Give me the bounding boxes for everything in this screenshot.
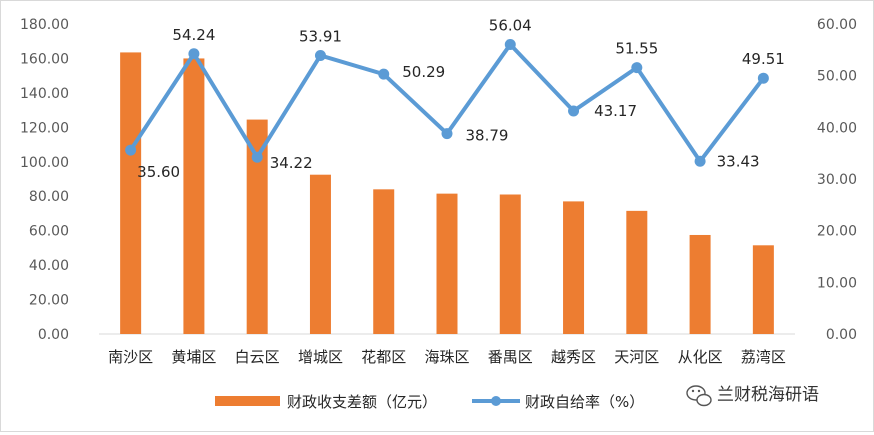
- bar: [626, 210, 648, 334]
- data-label: 54.24: [172, 26, 215, 44]
- y-left-tick-label: 180.00: [20, 17, 69, 33]
- y-left-tick-label: 160.00: [20, 51, 69, 67]
- x-tick-label: 荔湾区: [741, 348, 786, 366]
- bar: [563, 201, 585, 334]
- bar: [373, 189, 395, 334]
- data-label: 51.55: [615, 40, 658, 58]
- bar: [499, 194, 521, 334]
- wechat-icon: [686, 385, 712, 407]
- data-label: 38.79: [466, 127, 509, 145]
- x-tick-label: 增城区: [298, 348, 343, 366]
- x-tick-label: 越秀区: [551, 348, 596, 366]
- legend-swatch-marker: [491, 396, 501, 406]
- y-right-tick-label: 10.00: [817, 275, 857, 291]
- line-point: [631, 62, 643, 74]
- y-left-tick-label: 140.00: [20, 86, 69, 102]
- line-point: [441, 128, 453, 140]
- x-tick-label: 花都区: [361, 348, 406, 366]
- x-tick-label: 天河区: [614, 348, 659, 366]
- x-tick-label: 白云区: [235, 348, 280, 366]
- y-right-tick-label: 0.00: [826, 327, 857, 343]
- line-point: [251, 151, 263, 163]
- line-point: [757, 72, 769, 84]
- x-tick-label: 从化区: [678, 348, 723, 366]
- watermark-text: 兰财税海研语: [717, 385, 819, 405]
- y-right-tick-label: 40.00: [817, 120, 857, 136]
- legend-label-line: 财政自给率（%）: [525, 393, 644, 411]
- x-tick-label: 番禺区: [488, 348, 533, 366]
- y-right-tick-label: 50.00: [817, 69, 857, 85]
- line-point: [125, 144, 137, 156]
- y-left-tick-label: 20.00: [29, 293, 69, 309]
- x-tick-label: 海珠区: [424, 348, 469, 366]
- line-series: [128, 42, 765, 164]
- y-right-tick-label: 20.00: [817, 224, 857, 240]
- legend-label-bar: 财政收支差额（亿元）: [287, 393, 437, 411]
- plot-area: 0.00 20.00 40.00 60.00 80.00 100.00 120.00 140.…: [20, 16, 857, 366]
- x-tick-label: 黄埔区: [171, 348, 216, 366]
- y-left-tick-label: 120.00: [20, 120, 69, 136]
- legend-swatch-bar: [215, 396, 280, 406]
- bar: [752, 245, 774, 334]
- data-label: 50.29: [402, 63, 445, 81]
- data-label: 34.22: [270, 154, 313, 172]
- y-left-tick-label: 100.00: [20, 155, 69, 171]
- bar: [120, 52, 142, 335]
- data-label: 56.04: [489, 16, 532, 34]
- watermark: 兰财税海研语: [686, 385, 819, 407]
- data-label: 35.60: [137, 163, 180, 181]
- legend: 财政收支差额（亿元） 财政自给率（%）: [215, 393, 644, 411]
- bar: [436, 193, 458, 334]
- x-tick-label: 南沙区: [108, 348, 153, 366]
- line-point: [378, 68, 390, 80]
- line-point: [568, 105, 580, 117]
- line-point: [694, 155, 706, 167]
- y-right-tick-label: 60.00: [817, 17, 857, 33]
- bar: [246, 119, 268, 334]
- data-label: 43.17: [594, 102, 637, 120]
- y-right-tick-label: 30.00: [817, 172, 857, 188]
- y-left-tick-label: 60.00: [29, 224, 69, 240]
- data-label: 49.51: [742, 50, 785, 68]
- y-left-tick-label: 80.00: [29, 189, 69, 205]
- data-label: 53.91: [299, 27, 342, 45]
- y-left-tick-label: 40.00: [29, 258, 69, 274]
- bar: [183, 58, 205, 334]
- y-left-tick-label: 0.00: [38, 327, 69, 343]
- bar: [309, 174, 331, 334]
- data-label: 33.43: [717, 152, 760, 170]
- line-point: [188, 48, 200, 60]
- line-point: [314, 49, 326, 61]
- line-point: [504, 38, 516, 50]
- bar: [689, 234, 711, 334]
